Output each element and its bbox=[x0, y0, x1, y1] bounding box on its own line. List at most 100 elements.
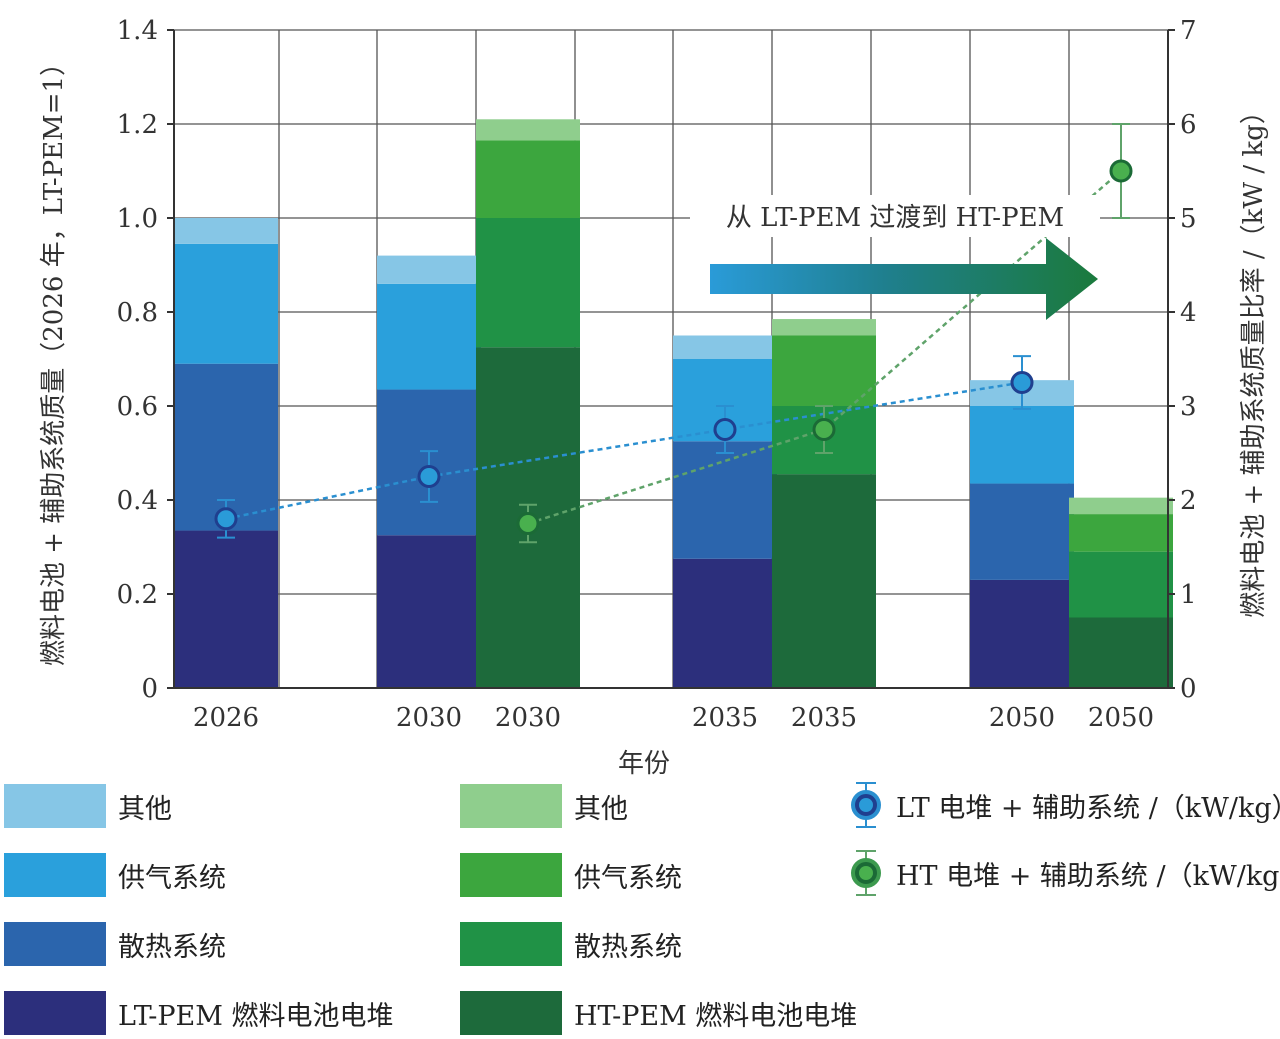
y-tick-label: 0.4 bbox=[117, 486, 158, 516]
marker bbox=[214, 507, 238, 531]
legend-label: 其他 bbox=[118, 793, 172, 825]
y-tick-label: 0.6 bbox=[117, 392, 158, 422]
y2-tick-label: 0 bbox=[1180, 674, 1197, 704]
legend-swatch bbox=[460, 784, 562, 828]
bar-segment-ht-other bbox=[476, 119, 580, 141]
x-tick-label: 2030 bbox=[495, 703, 561, 733]
ht-data-point bbox=[1109, 123, 1133, 219]
transition-arrow bbox=[710, 238, 1098, 320]
y-tick-label: 1.2 bbox=[117, 110, 158, 140]
legend-label: 散热系统 bbox=[574, 931, 682, 963]
bar-segment-lt-cooling bbox=[673, 441, 777, 559]
y2-tick-label: 3 bbox=[1180, 392, 1197, 422]
x-tick-label: 2050 bbox=[989, 703, 1055, 733]
x-tick-label: 2026 bbox=[193, 703, 259, 733]
bar-segment-ht-other bbox=[772, 319, 876, 336]
marker bbox=[417, 465, 441, 488]
legend-ht-cooling: 散热系统 bbox=[460, 922, 682, 966]
marker bbox=[1010, 371, 1034, 394]
lt-series-line bbox=[225, 381, 1023, 521]
legend-label: LT 电堆 + 辅助系统 /（kW/kg） bbox=[896, 792, 1280, 824]
legend-label: 其他 bbox=[574, 793, 628, 825]
y-tick-label: 1.0 bbox=[117, 204, 158, 234]
axes-group: 2026 2030 2030 2035 2035 2050 205000.20.40.60.… bbox=[117, 16, 1197, 733]
lt-data-point bbox=[214, 499, 238, 539]
transition-annotation: 从 LT-PEM 过渡到 HT-PEM bbox=[690, 195, 1100, 320]
bar-segment-ht-cooling bbox=[476, 218, 580, 348]
y-tick-label: 0.2 bbox=[117, 580, 158, 610]
legend-label: HT 电堆 + 辅助系统 /（kW/kg） bbox=[896, 860, 1280, 892]
bar-segment-lt-other bbox=[174, 218, 278, 244]
x-tick-label: 2035 bbox=[692, 703, 758, 733]
legend-ht-other: 其他 bbox=[460, 784, 628, 828]
legend-swatch bbox=[4, 853, 106, 897]
x-tick-label: 2030 bbox=[396, 703, 462, 733]
marker bbox=[1109, 159, 1133, 183]
legend-swatch bbox=[4, 784, 106, 828]
y2-axis-title: 燃料电池 + 辅助系统质量比率 /（kW / kg） bbox=[1239, 98, 1269, 618]
y-axis-title: 燃料电池 + 辅助系统质量（2026 年，LT-PEM=1） bbox=[39, 50, 69, 666]
ht-marker-icon bbox=[851, 850, 881, 896]
lt-data-point bbox=[1010, 355, 1034, 410]
x-tick-label: 2050 bbox=[1088, 703, 1154, 733]
bar-segment-lt-air bbox=[377, 283, 481, 390]
legend-swatch bbox=[460, 853, 562, 897]
bar-segment-ht-cooling bbox=[1069, 551, 1173, 618]
bar-segment-lt-stack bbox=[377, 535, 481, 688]
bar-segment-ht-stack bbox=[772, 474, 876, 688]
bar-segment-ht-air bbox=[772, 335, 876, 406]
lt-data-point bbox=[417, 450, 441, 503]
legend-ht-stack: HT-PEM 燃料电池电堆 bbox=[460, 991, 857, 1035]
bars-group bbox=[174, 119, 1173, 688]
lt-data-point bbox=[713, 405, 737, 454]
y-tick-label: 0.8 bbox=[117, 298, 158, 328]
legend-label: HT-PEM 燃料电池电堆 bbox=[574, 1000, 858, 1032]
legend-swatch bbox=[4, 991, 106, 1035]
legend-label: 散热系统 bbox=[118, 931, 226, 963]
y2-tick-label: 6 bbox=[1180, 110, 1197, 140]
marker bbox=[516, 512, 540, 535]
marker bbox=[713, 418, 737, 441]
legend-swatch bbox=[460, 922, 562, 966]
legend-label: 供气系统 bbox=[574, 862, 682, 894]
ht-data-point bbox=[516, 503, 540, 544]
y-tick-label: 0 bbox=[141, 674, 158, 704]
x-axis-title: 年份 bbox=[618, 749, 670, 779]
bar-segment-lt-other bbox=[377, 255, 481, 284]
y2-tick-label: 1 bbox=[1180, 580, 1197, 610]
bar-segment-lt-air bbox=[970, 406, 1074, 484]
bar-segment-ht-air bbox=[1069, 514, 1173, 552]
bar-segment-lt-stack bbox=[970, 579, 1074, 688]
y2-tick-label: 4 bbox=[1180, 298, 1197, 328]
line-series-group bbox=[214, 123, 1133, 544]
legend-swatch bbox=[4, 922, 106, 966]
y2-tick-label: 7 bbox=[1180, 16, 1197, 46]
legend-lt-marker: LT 电堆 + 辅助系统 /（kW/kg） bbox=[848, 780, 1280, 830]
bar-segment-lt-cooling bbox=[970, 483, 1074, 580]
marker bbox=[812, 418, 836, 441]
bar-segment-lt-air bbox=[174, 243, 278, 364]
legend-lt-other: 其他 bbox=[4, 784, 172, 828]
legend: 其他 供气系统 散热系统 LT-PEM 燃料电池电堆 其他 供气系统 散热系统 … bbox=[0, 780, 1280, 1039]
annotation-text: 从 LT-PEM 过渡到 HT-PEM bbox=[726, 203, 1064, 233]
bar-segment-lt-stack bbox=[174, 530, 278, 688]
lt-marker-icon bbox=[851, 782, 881, 828]
legend-ht-air: 供气系统 bbox=[460, 853, 682, 897]
legend-ht-marker: HT 电堆 + 辅助系统 /（kW/kg） bbox=[848, 848, 1280, 898]
bar-segment-ht-air bbox=[476, 140, 580, 218]
y2-tick-label: 5 bbox=[1180, 204, 1197, 234]
y2-tick-label: 2 bbox=[1180, 486, 1197, 516]
legend-swatch bbox=[460, 991, 562, 1035]
y-tick-label: 1.4 bbox=[117, 16, 158, 46]
bar-segment-ht-stack bbox=[1069, 617, 1173, 688]
bar-segment-lt-other bbox=[673, 335, 777, 359]
bar-segment-ht-other bbox=[1069, 497, 1173, 515]
legend-lt-stack: LT-PEM 燃料电池电堆 bbox=[4, 991, 393, 1035]
legend-label: LT-PEM 燃料电池电堆 bbox=[118, 1000, 394, 1032]
legend-lt-cooling: 散热系统 bbox=[4, 922, 226, 966]
stacked-bar-chart: 2026 2030 2030 2035 2035 2050 205000.20.40.60.… bbox=[39, 16, 1269, 779]
bar-segment-lt-stack bbox=[673, 558, 777, 688]
ht-data-point bbox=[812, 405, 836, 454]
x-tick-label: 2035 bbox=[791, 703, 857, 733]
legend-lt-air: 供气系统 bbox=[4, 853, 226, 897]
